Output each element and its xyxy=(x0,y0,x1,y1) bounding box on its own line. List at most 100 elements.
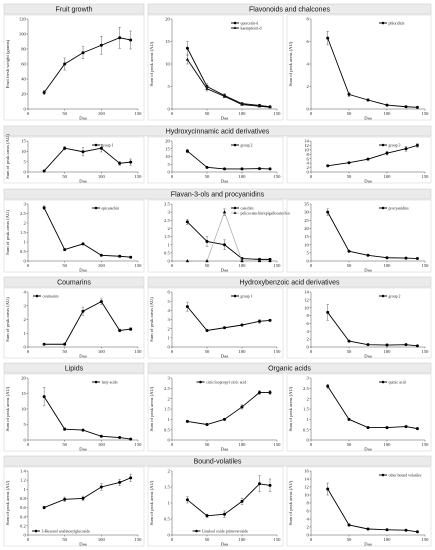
data-point xyxy=(99,434,103,438)
data-point xyxy=(347,417,351,421)
y-tick-label: 0 xyxy=(24,345,27,350)
x-tick-label: 100 xyxy=(239,349,247,354)
data-point xyxy=(63,497,67,501)
data-point xyxy=(268,105,272,109)
legend-label: phloridzin xyxy=(389,21,405,25)
y-tick-label: 1.5 xyxy=(164,485,170,490)
data-point xyxy=(240,323,244,327)
y-tick-label: 1 xyxy=(168,242,171,247)
legend-entry: other bound volatiles xyxy=(379,473,422,477)
data-point xyxy=(385,343,389,347)
section-band: Fruit growth xyxy=(3,3,145,15)
data-point xyxy=(222,94,227,98)
data-point xyxy=(81,150,85,154)
y-tick-label: 1.2 xyxy=(20,478,26,483)
x-tick-label: 150 xyxy=(274,537,282,542)
y-tick-label: 8 xyxy=(307,313,310,318)
y-tick-label: 2 xyxy=(168,326,171,331)
y-tick-label: 3 xyxy=(168,376,171,381)
data-point xyxy=(129,38,133,42)
data-point xyxy=(257,259,262,263)
x-axis-label: Daa xyxy=(221,267,228,272)
legend-marker xyxy=(233,211,237,214)
legend-marker xyxy=(381,206,385,210)
data-series xyxy=(42,205,133,259)
y-tick-label: 6 xyxy=(307,39,310,44)
x-tick-label: 0 xyxy=(171,263,174,268)
data-point xyxy=(118,329,122,332)
chart-panel: 0 0.5 1 1.5 2 2.5 3 3.5 0 50 100 150 Daa catechinpeli… xyxy=(147,199,290,272)
y-tick-label: 5 xyxy=(24,159,27,164)
section-band-bg xyxy=(3,3,145,15)
data-point xyxy=(258,167,261,171)
data-series xyxy=(42,144,133,173)
x-tick-label: 50 xyxy=(205,174,210,179)
x-tick-label: 0 xyxy=(171,349,174,354)
panel-frame xyxy=(286,466,432,547)
data-point xyxy=(118,254,122,258)
x-tick-label: 150 xyxy=(135,537,143,542)
data-point xyxy=(326,210,330,214)
x-tick-label: 100 xyxy=(239,174,247,179)
data-point xyxy=(205,514,209,518)
data-point xyxy=(404,256,408,260)
panel-frame xyxy=(3,373,145,452)
series-line xyxy=(43,477,131,508)
x-tick-label: 50 xyxy=(62,537,67,542)
y-tick-label: 4 xyxy=(307,161,310,166)
legend-label: pelicocatechin/epigallocatechin xyxy=(241,211,290,215)
data-point xyxy=(63,146,67,150)
y-tick-label: 4 xyxy=(168,308,171,313)
x-tick-label: 50 xyxy=(62,263,67,268)
legend-label: epicatechin xyxy=(102,206,120,210)
data-point xyxy=(326,310,330,314)
x-tick-label: 50 xyxy=(347,537,352,542)
x-axis-label: Daa xyxy=(364,541,371,546)
data-point xyxy=(415,105,419,109)
y-tick-label: 14 xyxy=(304,477,309,482)
series-line xyxy=(187,483,271,517)
x-tick-label: 50 xyxy=(347,111,352,116)
chart-panel: 0 0.2 0.4 0.6 0.8 1 1.2 1.4 0 50 100 150 Daa Sum of p… xyxy=(3,466,145,546)
y-tick-label: 5 xyxy=(307,250,310,255)
y-tick-label: 80 xyxy=(21,47,26,52)
legend-marker xyxy=(381,21,385,25)
y-tick-label: 20 xyxy=(165,139,170,144)
x-tick-label: 50 xyxy=(347,263,352,268)
panel-frame xyxy=(286,287,432,359)
y-tick-label: 4 xyxy=(307,62,310,67)
series-line xyxy=(43,147,131,172)
legend-label: quinic acid xyxy=(389,380,406,384)
section-band-bg xyxy=(3,125,432,137)
section-band: Bound-volatiles xyxy=(3,455,432,467)
data-point xyxy=(42,169,46,173)
data-series xyxy=(326,304,419,348)
data-point xyxy=(366,343,370,347)
y-tick-label: 0.2 xyxy=(20,523,26,528)
panel-frame xyxy=(3,287,145,359)
data-point xyxy=(415,344,419,348)
section-band: Hydroxycinnamic acid derivatives xyxy=(3,125,432,137)
x-tick-label: 0 xyxy=(310,537,313,542)
y-tick-label: 0 xyxy=(24,107,27,112)
x-tick-label: 50 xyxy=(347,349,352,354)
data-point xyxy=(99,253,103,257)
data-point xyxy=(240,499,244,503)
series-line xyxy=(43,207,131,258)
y-tick-label: 0 xyxy=(307,170,310,175)
y-tick-label: 1.5 xyxy=(164,234,170,239)
legend-marker xyxy=(233,143,237,147)
data-point xyxy=(118,36,122,40)
legend-entry: fatty acids xyxy=(92,380,118,384)
data-point xyxy=(185,46,189,50)
data-point xyxy=(347,249,351,253)
data-point xyxy=(185,220,189,224)
data-point xyxy=(185,498,189,502)
x-tick-label: 150 xyxy=(422,537,430,542)
legend-entry: procyanidins xyxy=(379,206,409,210)
y-tick-label: 15 xyxy=(165,39,170,44)
legend-entry: group 2 xyxy=(379,294,401,298)
data-point xyxy=(385,256,389,260)
y-tick-label: 3.5 xyxy=(164,202,170,207)
legend-marker xyxy=(381,294,385,298)
